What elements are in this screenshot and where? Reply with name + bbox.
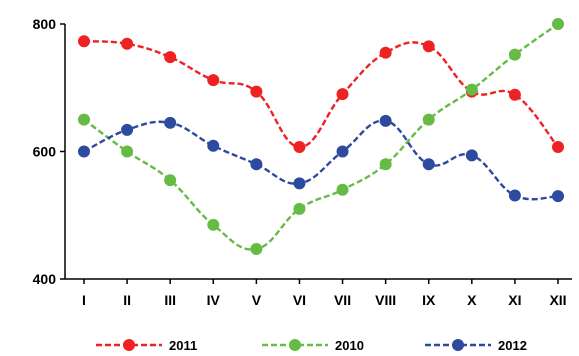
data-point-2010-II — [121, 145, 134, 158]
data-point-2012-VI — [293, 177, 306, 190]
data-point-2012-XII — [552, 190, 564, 203]
data-point-2011-I — [78, 35, 90, 48]
legend-marker-swatch — [289, 339, 301, 351]
data-point-2012-III — [164, 116, 177, 129]
x-tick-label: VII — [334, 292, 351, 308]
x-tick-label: XII — [549, 292, 566, 308]
x-tick-label: IV — [207, 292, 221, 308]
legend-item-2012: 2012 — [425, 338, 527, 353]
series-layer — [78, 18, 564, 256]
data-point-2010-VI — [293, 202, 306, 215]
data-point-2012-XI — [508, 189, 521, 202]
x-tick-label: I — [82, 292, 86, 308]
x-tick-label: V — [252, 292, 262, 308]
data-point-2012-VII — [336, 145, 349, 158]
data-point-2012-V — [250, 158, 263, 171]
series-line-2011 — [83, 40, 559, 149]
series-2012 — [78, 114, 564, 203]
legend: 2011 2010 2012 — [96, 338, 527, 353]
x-tick-label: XI — [508, 292, 521, 308]
data-point-2010-VIII — [379, 158, 392, 171]
data-point-2010-X — [465, 83, 478, 96]
data-point-2011-VI — [293, 141, 306, 154]
legend-label: 2010 — [335, 338, 364, 353]
x-tick-label: VI — [293, 292, 306, 308]
y-tick-label: 600 — [33, 144, 57, 160]
series-2011 — [78, 35, 564, 154]
legend-item-2010: 2010 — [262, 338, 364, 353]
series-line-2012 — [83, 119, 559, 201]
series-line-2010 — [83, 23, 559, 251]
data-point-2011-IV — [207, 74, 220, 87]
data-point-2010-XI — [508, 48, 521, 61]
data-point-2012-VIII — [379, 114, 392, 127]
data-point-2011-IX — [422, 40, 435, 53]
data-point-2012-I — [78, 145, 90, 158]
data-point-2012-IX — [422, 158, 435, 171]
data-point-2012-IV — [207, 139, 220, 152]
y-tick-label: 800 — [33, 16, 57, 32]
data-point-2011-VIII — [379, 46, 392, 59]
legend-label: 2011 — [169, 338, 197, 353]
data-point-2011-V — [250, 85, 263, 98]
legend-marker-swatch — [452, 339, 464, 351]
x-axis-ticks: I II III IV V VI VII VIII IX X XI XII — [82, 279, 567, 308]
data-point-2012-X — [465, 149, 478, 162]
data-point-2010-IX — [422, 113, 435, 126]
data-point-2012-II — [121, 123, 134, 136]
data-point-2011-III — [164, 51, 177, 64]
legend-item-2011: 2011 — [96, 338, 197, 353]
data-point-2010-IV — [207, 218, 220, 231]
legend-marker-swatch — [123, 339, 135, 351]
x-tick-label: IX — [422, 292, 436, 308]
legend-label: 2012 — [498, 338, 527, 353]
y-tick-label: 400 — [33, 271, 57, 287]
data-point-2011-XI — [508, 88, 521, 101]
data-point-2011-XII — [552, 141, 564, 154]
data-point-2011-VII — [336, 88, 349, 101]
y-axis-ticks: 400 600 800 — [33, 16, 65, 287]
data-point-2010-XII — [552, 18, 564, 30]
data-point-2010-V — [250, 243, 263, 256]
x-tick-label: III — [164, 292, 176, 308]
series-2010 — [78, 18, 564, 256]
data-point-2011-II — [121, 37, 134, 50]
x-tick-label: VIII — [375, 292, 396, 308]
data-point-2010-III — [164, 174, 177, 187]
data-point-2010-VII — [336, 183, 349, 196]
x-tick-label: II — [123, 292, 131, 308]
x-tick-label: X — [467, 292, 477, 308]
data-point-2010-I — [78, 113, 90, 126]
